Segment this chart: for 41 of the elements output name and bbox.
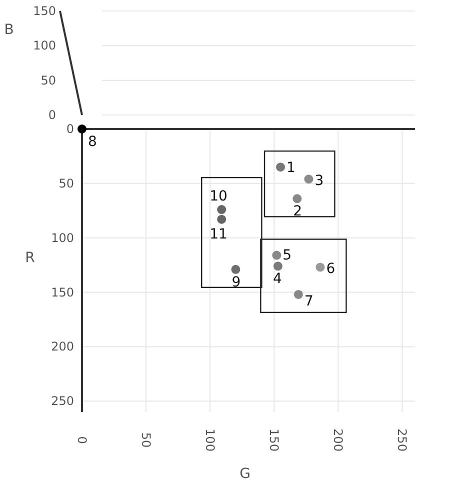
y-axis-title: R — [25, 250, 36, 266]
point — [217, 214, 226, 224]
y-tick-label: 50 — [40, 73, 56, 88]
y-tick-label: 100 — [51, 230, 74, 245]
point — [78, 124, 86, 134]
x-tick-label: 200 — [331, 428, 346, 452]
point — [292, 194, 302, 204]
annotation: 6 — [326, 261, 336, 278]
point — [316, 262, 325, 272]
point — [294, 290, 303, 299]
annotation: 2 — [293, 204, 302, 220]
point — [276, 162, 286, 172]
x-tick-label: 0 — [75, 436, 89, 444]
annotation: 10 — [210, 188, 228, 205]
annotation: 8 — [88, 134, 97, 150]
point — [272, 250, 282, 260]
point — [273, 262, 282, 271]
y-tick-label: 150 — [51, 285, 74, 300]
y-tick-label: 100 — [33, 38, 56, 53]
annotation: 1 — [286, 160, 296, 176]
y-tick-label: 0 — [48, 108, 56, 122]
y-tick-label: 150 — [33, 4, 56, 18]
y-tick-label: 0 — [66, 122, 74, 136]
x-tick-label: 150 — [267, 428, 282, 452]
y-tick-label: 250 — [51, 394, 74, 408]
annotation: 5 — [282, 247, 292, 264]
x-tick-label: 250 — [395, 428, 410, 452]
y-axis-title: B — [4, 22, 14, 38]
point — [304, 174, 314, 184]
annotation: 3 — [314, 173, 324, 190]
point — [217, 205, 226, 214]
y-tick-label: 200 — [51, 340, 74, 354]
annotation: 11 — [210, 226, 228, 242]
y-tick-label: 50 — [58, 176, 74, 190]
x-tick-label: 100 — [203, 428, 218, 452]
annotation: 7 — [304, 293, 314, 310]
point — [231, 264, 240, 274]
x-tick-label: 50 — [139, 432, 154, 448]
x-axis-title: G — [240, 466, 250, 482]
annotation: 4 — [272, 271, 282, 288]
annotation: 9 — [232, 274, 241, 290]
